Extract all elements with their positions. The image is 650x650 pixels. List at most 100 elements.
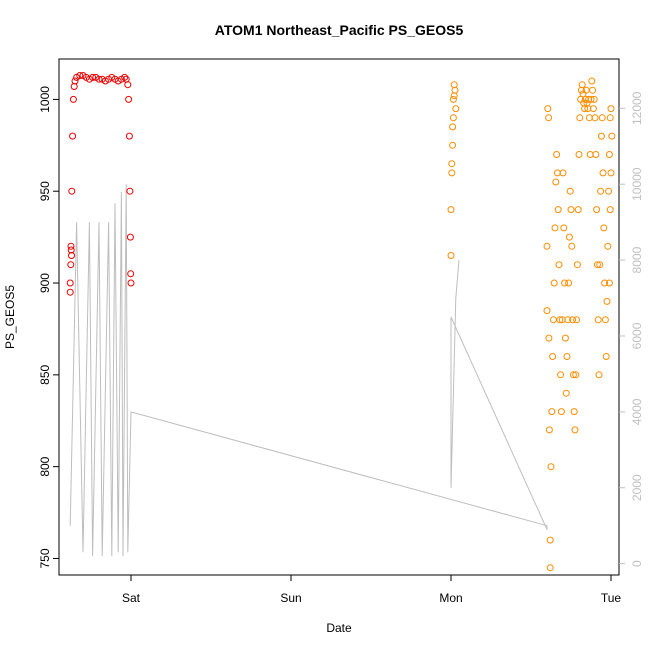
orange-data-point [564,316,572,324]
x-tick-label: Tue [601,591,622,605]
red-data-point [68,252,75,259]
orange-data-point [559,169,567,177]
orange-data-point [595,371,603,379]
red-data-point [89,73,97,81]
orange-data-point [604,242,612,250]
y2-tick-label: 0 [630,560,644,567]
y-tick-label: 850 [38,365,52,385]
orange-data-point [605,187,613,195]
orange-data-point [566,187,574,195]
red-data-point [126,233,134,241]
orange-data-point [593,206,601,214]
x-tick-label: Mon [439,591,462,605]
orange-data-point [543,242,551,250]
red-data-point [69,132,77,140]
orange-data-point [575,151,583,158]
orange-data-point [592,151,600,158]
orange-data-point [547,463,555,471]
red-data-point [121,73,129,81]
plot-area-frame [58,58,620,576]
orange-data-point [565,279,573,287]
red-data-point [67,242,75,250]
red-data-point [68,187,76,195]
orange-data-point [553,151,561,158]
orange-data-point [606,114,614,122]
orange-data-point [554,206,562,214]
y2-tick-label: 10000 [630,167,644,201]
x-tick-label: Sat [122,591,141,605]
red-data-point [95,75,103,83]
orange-data-point [449,114,457,122]
orange-data-point [544,105,552,113]
orange-data-point [448,160,456,168]
orange-data-point [597,187,605,195]
y2-tick-label: 4000 [630,398,644,425]
orange-data-point [449,95,457,103]
orange-data-point [563,353,571,360]
orange-data-point [546,536,554,544]
chart-title: ATOM1 Northeast_Pacific PS_GEOS5 [215,22,464,38]
red-data-point [126,187,134,195]
orange-data-point [590,95,598,103]
y-tick-label: 900 [38,273,52,293]
orange-data-point [591,114,599,122]
orange-data-point [550,279,558,287]
left-axis: 750 800 850 900 950 1000 [38,86,59,568]
red-data-point [125,95,133,103]
x-axis-label: Date [326,621,352,635]
orange-data-point [556,316,564,324]
red-data-point [66,279,74,287]
red-data-point [69,95,77,103]
orange-data-point [548,408,556,416]
orange-data-point [587,95,595,103]
orange-data-point [565,233,573,241]
y-tick-label: 800 [38,456,52,476]
orange-data-point [607,105,615,113]
y-axis-label: PS_GEOS5 [3,285,17,349]
orange-data-point [602,353,610,360]
orange-data-point [555,261,563,269]
orange-data-point [607,169,615,177]
y2-tick-label: 2000 [630,474,644,501]
orange-data-point [600,224,608,232]
orange-data-point [576,114,584,122]
orange-data-point [570,408,578,416]
y2-tick-label: 8000 [630,246,644,273]
orange-data-point [573,261,581,269]
orange-data-point [560,224,568,232]
orange-data-point [552,178,560,186]
orange-data-point [578,81,586,89]
orange-data-point [603,297,611,305]
orange-data-point [573,316,581,324]
orange-data-point [569,316,577,324]
orange-data-point [574,206,582,214]
orange-data-point [545,114,553,122]
orange-data-point [601,316,609,324]
y-tick-label: 750 [38,548,52,568]
orange-data-point [452,105,460,113]
red-data-point [125,132,133,140]
red-series-layer [66,72,135,296]
y2-tick-label: 12000 [630,91,644,125]
orange-data-point [601,279,609,287]
orange-data-point [546,564,554,572]
orange-data-point [448,169,456,177]
orange-data-point [571,426,579,434]
orange-data-point [608,132,616,140]
y-tick-label: 950 [38,181,52,201]
orange-data-point [447,206,455,214]
orange-data-point [589,105,597,113]
altitude-line [69,184,548,557]
orange-data-point [449,141,457,149]
orange-data-point [447,252,455,259]
x-tick-label: Sun [280,591,301,605]
orange-data-point [588,77,596,85]
orange-data-point [562,389,570,397]
orange-data-point [597,132,605,140]
orange-data-point [605,279,613,287]
orange-data-point [593,261,601,269]
orange-data-point [596,261,604,269]
orange-data-point [545,426,553,434]
orange-data-point [557,371,565,379]
